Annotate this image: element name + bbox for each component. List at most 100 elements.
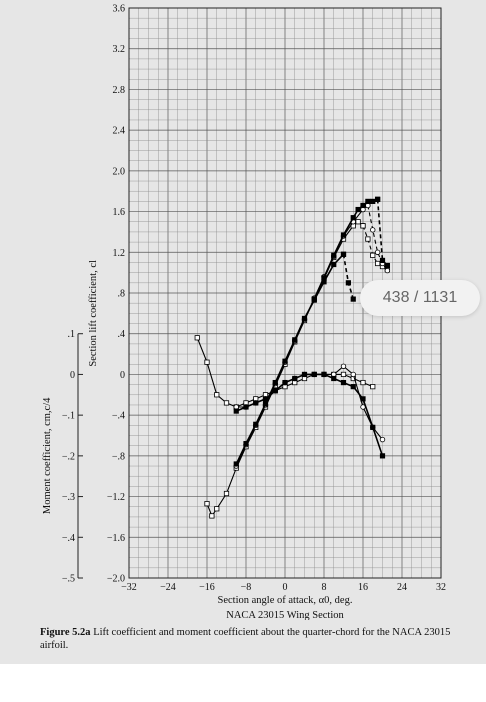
- figure-caption: Figure 5.2a Lift coefficient and moment …: [40, 626, 460, 652]
- lift-series-line: [367, 205, 388, 271]
- y-tick-label: −.4: [112, 411, 125, 422]
- lift-data-point: [375, 260, 381, 267]
- moment-data-point: [214, 392, 220, 398]
- moment-tick-label: −.4: [62, 533, 75, 544]
- moment-tick-label: −.1: [62, 411, 75, 422]
- y-axis-label: Section lift coefficient, cl: [88, 260, 99, 367]
- page-counter-text: 438 / 1131: [382, 289, 458, 306]
- moment-data-point: [243, 404, 249, 410]
- y-tick-label: 1.6: [113, 207, 126, 218]
- lift-data-point: [365, 236, 371, 242]
- figure-caption-label: Figure 5.2a: [40, 627, 91, 638]
- y-tick-label: −2.0: [107, 574, 125, 585]
- moment-data-point: [370, 424, 376, 430]
- x-tick-label: 0: [283, 582, 288, 593]
- lift-data-point: [370, 198, 376, 204]
- moment-data-point: [223, 400, 230, 406]
- x-axis-label: Section angle of attack, α0, deg.: [218, 595, 353, 606]
- page-counter-badge: 438 / 1131: [360, 280, 480, 316]
- lift-data-point: [384, 267, 391, 274]
- lift-data-point: [321, 275, 327, 281]
- x-tick-label: −16: [199, 582, 215, 593]
- moment-data-point: [340, 363, 347, 369]
- lift-data-point: [370, 227, 376, 233]
- moment-data-point: [340, 371, 347, 378]
- y-tick-label: −.8: [112, 451, 125, 462]
- lift-data-point: [350, 296, 356, 302]
- x-tick-label: 24: [397, 582, 407, 593]
- moment-data-point: [379, 436, 386, 443]
- chart-axes: −32 −24 −16 −8 0 8 16 24 32 −2.0 −1.6 −1.2 −.8 −.4 0 .4…: [42, 4, 446, 621]
- figure-caption-text: Lift coefficient and moment coefficient …: [40, 627, 451, 651]
- lift-data-point: [360, 202, 366, 209]
- moment-tick-label: 0: [70, 370, 75, 381]
- lift-data-point: [204, 501, 210, 507]
- y-tick-label: 1.2: [113, 248, 126, 259]
- lift-data-point: [360, 223, 366, 229]
- document-page: −32 −24 −16 −8 0 8 16 24 32 −2.0 −1.6 −1.2 −.8 −.4 0 .4…: [0, 0, 486, 664]
- lift-data-point: [355, 219, 361, 225]
- x-tick-label: 8: [322, 582, 327, 593]
- moment-data-point: [379, 453, 386, 459]
- y-tick-label: 2.4: [113, 126, 126, 137]
- lift-data-point: [379, 257, 386, 264]
- lift-data-point: [370, 252, 376, 258]
- lift-data-point: [292, 337, 298, 343]
- y-tick-label: −1.2: [107, 492, 125, 503]
- moment-data-point: [204, 359, 210, 365]
- lift-data-point: [374, 249, 381, 255]
- moment-data-point: [360, 379, 366, 386]
- y-tick-label: 3.6: [113, 4, 126, 15]
- x-tick-label: −8: [241, 582, 252, 593]
- moment-data-point: [321, 371, 327, 378]
- lift-data-point: [331, 261, 337, 268]
- lift-data-point: [375, 196, 381, 202]
- moment-tick-label: −.3: [62, 492, 75, 503]
- moment-data-point: [340, 379, 347, 386]
- y-tick-label: .8: [118, 289, 126, 300]
- moment-tick-label: −.5: [62, 574, 75, 585]
- lift-data-point: [311, 296, 317, 302]
- y-tick-label: −1.6: [107, 533, 125, 544]
- moment-tick-label: −.2: [62, 451, 75, 462]
- moment-data-point: [282, 379, 288, 386]
- moment-data-point: [253, 400, 259, 406]
- y-tick-label: 3.2: [113, 44, 126, 55]
- moment-data-point: [350, 371, 356, 378]
- moment-data-point: [350, 384, 356, 390]
- moment-tick-label: .1: [68, 329, 76, 340]
- lift-data-point: [301, 315, 308, 322]
- x-tick-label: 16: [358, 582, 368, 593]
- lift-data-point: [243, 441, 249, 447]
- lift-data-point: [233, 461, 239, 467]
- moment-data-point: [262, 396, 269, 402]
- lift-series-line: [362, 225, 388, 271]
- lift-data-point: [214, 506, 220, 512]
- x-tick-label: −24: [160, 582, 176, 593]
- moment-data-point: [272, 388, 278, 394]
- x-tick-label: −32: [121, 582, 137, 593]
- lift-data-point: [223, 490, 230, 497]
- lift-data-point: [340, 251, 347, 257]
- moment-data-point: [311, 371, 317, 378]
- moment-axis-label: Moment coefficient, cm,c/4: [42, 397, 53, 514]
- moment-data-point: [194, 335, 200, 341]
- chart-series: [194, 196, 391, 519]
- y-tick-label: 0: [120, 370, 125, 381]
- lift-data-point: [345, 280, 351, 286]
- lift-data-point: [355, 206, 361, 213]
- y-tick-label: 2.8: [113, 85, 126, 96]
- y-tick-label: .4: [118, 329, 126, 340]
- lift-data-point: [262, 401, 269, 407]
- moment-data-point: [292, 375, 298, 382]
- lift-data-point: [365, 198, 371, 204]
- lift-data-point: [282, 358, 288, 364]
- lift-data-point: [331, 252, 337, 258]
- lift-data-point: [350, 215, 356, 221]
- lift-data-point: [253, 421, 259, 427]
- moment-data-point: [360, 396, 366, 402]
- chart-title: NACA 23015 Wing Section: [226, 610, 344, 620]
- lift-data-point: [272, 379, 278, 386]
- y-tick-label: 2.0: [113, 166, 126, 177]
- lift-data-point: [384, 262, 390, 269]
